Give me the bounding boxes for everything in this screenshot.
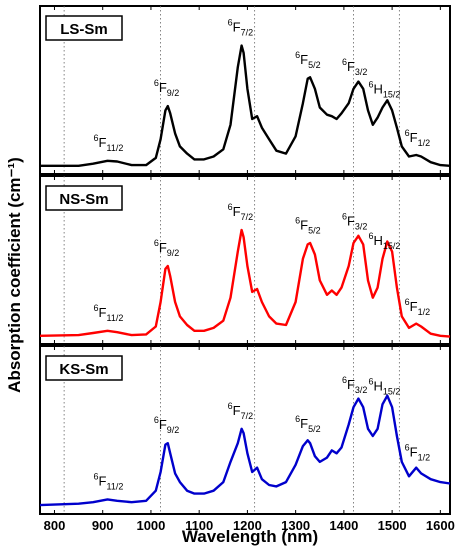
panel-frame <box>39 345 451 515</box>
x-tick-label: 1000 <box>136 518 165 533</box>
panel-frame <box>39 175 451 345</box>
transition-label: 6F9/2 <box>154 78 179 98</box>
transition-label: 6F1/2 <box>405 297 430 317</box>
transition-label: 6F7/2 <box>228 202 253 222</box>
sample-label: LS-Sm <box>60 21 108 38</box>
x-tick-label: 1500 <box>378 518 407 533</box>
transition-label: 6F1/2 <box>405 443 430 463</box>
sample-label-box <box>45 185 123 211</box>
transition-label: 6F9/2 <box>154 415 179 435</box>
transition-label: 6H15/2 <box>368 376 400 396</box>
transition-label: 6F3/2 <box>342 375 367 395</box>
x-axis: 800 900 1000 1100 1200 1300 1400 1500 1600 <box>44 518 455 533</box>
transition-label: 6F11/2 <box>94 471 124 491</box>
sample-label: KS-Sm <box>59 361 108 378</box>
y-axis-label: Absorption coefficient (cm⁻¹) <box>5 157 24 393</box>
transition-label: 6F9/2 <box>154 238 179 258</box>
transition-label: 6F7/2 <box>228 18 253 38</box>
x-tick-label: 1300 <box>281 518 310 533</box>
transition-label: 6F7/2 <box>228 401 253 421</box>
transition-label: 6F3/2 <box>342 57 367 77</box>
spectrum-line-ks-sm <box>39 394 451 507</box>
sample-label-box <box>45 15 123 41</box>
x-tick-label: 800 <box>44 518 66 533</box>
transition-label: 6H15/2 <box>368 80 400 100</box>
spectrum-line-ls-sm <box>40 44 451 167</box>
transition-label: 6F11/2 <box>94 303 124 323</box>
sample-label: NS-Sm <box>59 191 108 208</box>
transition-label: 6F5/2 <box>295 414 320 434</box>
x-axis-label: Wavelength (nm) <box>182 527 318 546</box>
x-tick-label: 1600 <box>426 518 455 533</box>
x-tick-label: 1100 <box>185 518 213 533</box>
transition-label: 6F1/2 <box>405 128 430 148</box>
transition-label: 6H15/2 <box>368 231 400 251</box>
panel-frame <box>39 5 451 175</box>
transition-label: 6F3/2 <box>342 211 367 231</box>
x-tick-label: 1400 <box>329 518 358 533</box>
transition-label: 6F11/2 <box>94 133 124 153</box>
x-tick-label: 900 <box>92 518 114 533</box>
x-tick-label: 1200 <box>233 518 262 533</box>
transition-label: 6F5/2 <box>295 50 320 70</box>
sample-label-box <box>45 355 123 381</box>
transition-label: 6F5/2 <box>295 216 320 236</box>
spectrum-line-ns-sm <box>39 228 451 338</box>
